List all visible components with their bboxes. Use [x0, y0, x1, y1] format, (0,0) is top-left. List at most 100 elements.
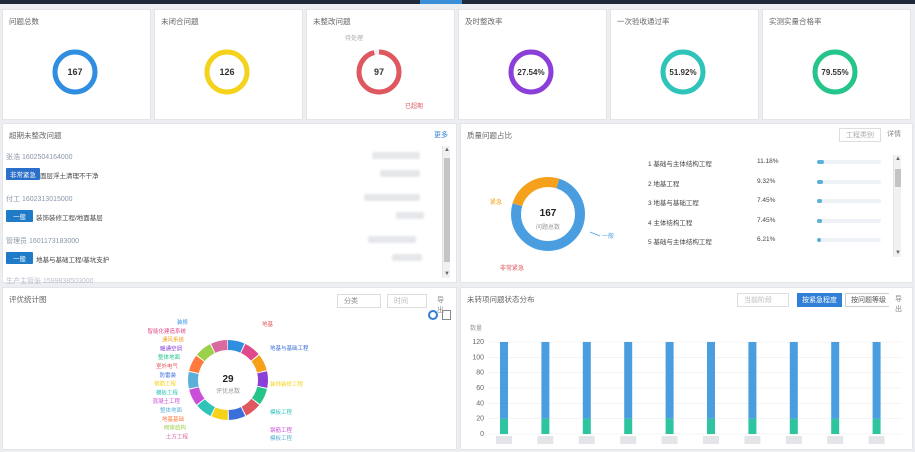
scroll-up-icon[interactable]: ▲ [895, 156, 901, 162]
by-urgency-button[interactable]: 按紧急程度 [797, 293, 842, 307]
scroll-thumb[interactable] [444, 158, 450, 262]
kpi-card[interactable]: 实测实量合格率 79.55% [762, 9, 911, 120]
quality-row-percent: 7.45% [757, 216, 776, 224]
bar-segment[interactable] [789, 418, 798, 434]
quality-row-bar [817, 199, 881, 203]
evaluation-label: 模板工程 [156, 388, 179, 396]
x-tick-label [578, 436, 595, 444]
overdue-scrollbar[interactable]: ▲ ▼ [442, 146, 450, 278]
blurred-date [392, 254, 422, 261]
kpi-title: 实测实量合格率 [769, 17, 822, 26]
scroll-up-icon[interactable]: ▲ [444, 147, 450, 153]
evaluation-label: 通风系统 [162, 336, 185, 344]
evaluation-total-label: 评优总数 [216, 387, 240, 395]
y-tick-label: 40 [476, 400, 484, 407]
kpi-ring-fill [508, 49, 554, 95]
category-filter[interactable]: 分类 [337, 294, 381, 308]
quality-row-bar-fill [817, 160, 825, 164]
bar-segment[interactable] [500, 418, 508, 434]
evaluation-label: 地基与基础工程 [270, 344, 309, 352]
status-bar-chart: 数量 120 100 80 60 40 20 0 [470, 324, 902, 444]
clock-icon[interactable] [428, 310, 438, 320]
kpi-ring-fill [52, 49, 98, 95]
normal-label: 一般 [602, 232, 614, 240]
bar-segment[interactable] [541, 418, 550, 434]
evaluation-segment[interactable] [188, 340, 268, 420]
issue-user: 付工 1602313015000 [6, 196, 73, 203]
bar-segment[interactable] [582, 418, 591, 434]
kpi-card[interactable]: 及时整改率 27.54% [458, 9, 607, 120]
stage-dropdown[interactable]: 当前阶段 [737, 293, 789, 307]
urgency-tag: 一般 [6, 210, 33, 222]
kpi-ring: 167 [52, 49, 98, 95]
kpi-card[interactable]: 未整改问题 97 待处理 已超期 [306, 9, 455, 120]
bar-segment[interactable] [624, 418, 633, 434]
category-dropdown[interactable]: 工程类别 [839, 128, 881, 142]
x-tick-label [785, 436, 802, 444]
bar-segment[interactable] [582, 342, 591, 419]
detail-link[interactable]: 详情 [881, 128, 907, 140]
bar-segment[interactable] [831, 418, 840, 434]
kpi-ring: 79.55% [812, 49, 858, 95]
bar-segment[interactable] [748, 342, 757, 419]
donut-value: 167 [540, 208, 557, 219]
bar-segment[interactable] [707, 342, 715, 419]
bar-segment[interactable] [872, 342, 881, 419]
bar-segment[interactable] [789, 342, 798, 419]
kpi-value: 51.92% [669, 68, 696, 77]
kpi-legend-pending: 待处理 [345, 34, 363, 42]
x-tick-label [744, 436, 761, 444]
issue-description[interactable]: 面层浮土清理不干净 [40, 173, 99, 180]
evaluation-label: 混凝土工程 [152, 397, 180, 405]
quality-row-label: 4 主体结构工程 [648, 219, 693, 227]
evaluation-label: 整体地面 [160, 406, 183, 414]
kpi-card[interactable]: 一次验收通过率 51.92% [610, 9, 759, 120]
y-tick-label: 100 [472, 354, 484, 361]
bar-segment[interactable] [748, 418, 757, 434]
issue-user: 生产主管张 1599838503000 [6, 278, 94, 285]
bar-segment[interactable] [707, 418, 715, 434]
bar-segment[interactable] [872, 418, 881, 434]
scroll-thumb[interactable] [895, 169, 901, 187]
kpi-card[interactable]: 未闭合问题 126 [154, 9, 303, 120]
save-icon[interactable] [442, 310, 451, 320]
blurred-date [380, 170, 420, 177]
very-urgent-label: 非常紧急 [500, 264, 524, 272]
bar-segment[interactable] [500, 342, 508, 419]
blurred-date [396, 212, 424, 219]
kpi-ring-fill [660, 49, 706, 95]
kpi-card[interactable]: 问题总数 167 [2, 9, 151, 120]
quality-scrollbar[interactable]: ▲ ▼ [893, 155, 901, 257]
quality-row-percent: 11.18% [757, 158, 779, 165]
bar-segment[interactable] [624, 342, 633, 419]
evaluation-title: 评优统计图 [9, 295, 47, 304]
bar-segment[interactable] [831, 342, 840, 419]
export-button[interactable]: 导出 [889, 293, 912, 315]
kpi-value: 27.54% [517, 68, 544, 77]
bar-segment[interactable] [665, 342, 674, 419]
evaluation-donut-chart: 29评优总数装修智能化建造系统通风系统暖通空调整体地面室外电气防雷装钢筋工程模板… [147, 318, 309, 442]
kpi-ring-fill [204, 49, 250, 95]
x-tick-label [496, 436, 512, 444]
scroll-down-icon[interactable]: ▼ [444, 271, 450, 277]
evaluation-segment[interactable] [188, 340, 268, 420]
more-link[interactable]: 更多 [434, 132, 448, 139]
evaluation-label: 土方工程 [166, 432, 189, 440]
time-filter[interactable]: 时间 [387, 294, 427, 308]
active-tab-indicator [420, 0, 462, 4]
evaluation-label: 整体地面 [158, 353, 181, 361]
issue-description[interactable]: 地基与基础工程/基坑支护 [36, 257, 110, 264]
bar-segment[interactable] [541, 342, 550, 419]
bar-segment[interactable] [665, 418, 674, 434]
urgency-tag: 非常紧急 [6, 168, 40, 180]
kpi-ring: 27.54% [508, 49, 554, 95]
by-level-button[interactable]: 按问题等级 [845, 293, 892, 307]
y-tick-label: 80 [476, 370, 484, 377]
quality-row-bar-fill [817, 199, 822, 203]
kpi-value: 126 [219, 67, 234, 77]
kpi-title: 未闭合问题 [161, 17, 199, 26]
evaluation-segment[interactable] [188, 340, 268, 420]
scroll-down-icon[interactable]: ▼ [895, 250, 901, 256]
issue-description[interactable]: 装饰装修工程/地面基层 [36, 215, 103, 222]
y-tick-label: 60 [476, 385, 484, 392]
